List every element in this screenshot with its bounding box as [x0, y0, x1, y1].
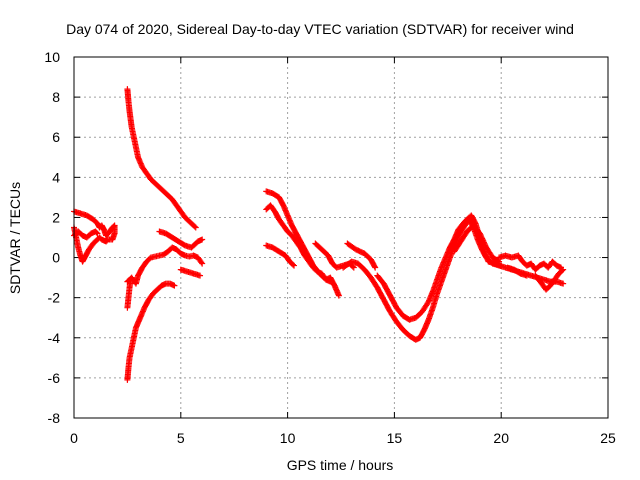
data-point [109, 236, 116, 243]
data-point [171, 282, 178, 289]
ticks [73, 56, 609, 419]
y-tick-label: 8 [52, 89, 60, 105]
grid [74, 57, 608, 418]
series-track-p [374, 212, 505, 323]
data-point [498, 262, 505, 269]
x-tick-label: 0 [70, 430, 78, 446]
x-tick-label: 10 [280, 430, 296, 446]
series-track-c [71, 228, 101, 241]
plot-frame [73, 56, 609, 419]
y-tick-label: 10 [44, 49, 60, 65]
x-axis-label: GPS time / hours [287, 457, 394, 473]
data-point [371, 263, 378, 270]
series-track-f [156, 228, 206, 251]
y-tick-label: 6 [52, 129, 60, 145]
data-point [291, 262, 298, 269]
y-tick-label: 0 [52, 250, 60, 266]
data-point [350, 264, 357, 271]
series-track-t [504, 264, 530, 279]
data-point [191, 223, 198, 230]
data-point [523, 272, 530, 279]
series-track-k [263, 202, 334, 285]
y-tick-label: -2 [48, 290, 61, 306]
x-tick-label: 15 [387, 430, 403, 446]
data-point [94, 230, 101, 237]
y-tick-label: 2 [52, 209, 60, 225]
series-track-l [263, 242, 298, 269]
y-tick-label: -6 [48, 370, 61, 386]
data-point [494, 257, 501, 264]
data-point [93, 229, 100, 236]
data-point [127, 276, 134, 283]
series-track-n [344, 240, 379, 271]
series-track-q [451, 222, 503, 265]
series-track-a [71, 208, 118, 243]
data-point [335, 292, 342, 299]
series-track-e [124, 244, 206, 287]
data-point [198, 259, 205, 266]
series-track-g [177, 266, 204, 279]
y-axis-label: SDTVAR / TECUs [7, 182, 23, 294]
series-track-r [496, 252, 565, 273]
series-track-i [124, 276, 134, 311]
data-point [560, 266, 567, 273]
data-points [71, 86, 567, 383]
x-tick-label: 20 [493, 430, 509, 446]
data-point [559, 267, 566, 274]
data-point [289, 261, 296, 268]
data-point [199, 260, 206, 267]
series-track-h [124, 280, 178, 383]
tick-labels: 0 5 10 15 20 25 -8 -6 -4 -2 0 2 4 6 8 10 [44, 49, 616, 446]
series-track-s [532, 266, 567, 293]
series-track-d [124, 86, 199, 231]
data-point [199, 236, 206, 243]
data-point [192, 224, 199, 231]
data-point [197, 272, 204, 279]
x-tick-label: 5 [177, 430, 185, 446]
data-point [560, 280, 567, 287]
chart-title: Day 074 of 2020, Sidereal Day-to-day VTE… [66, 21, 574, 37]
data-point [327, 278, 334, 285]
y-tick-label: 4 [52, 169, 60, 185]
y-tick-label: -4 [48, 330, 61, 346]
data-point [372, 264, 379, 271]
x-tick-label: 25 [600, 430, 616, 446]
y-tick-label: -8 [48, 410, 61, 426]
